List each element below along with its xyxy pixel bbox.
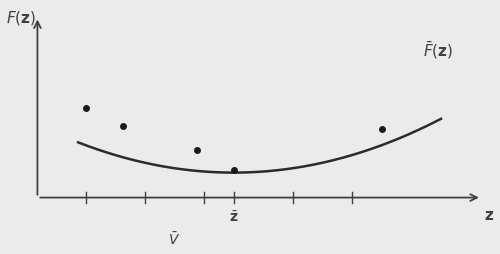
Text: $\bar{V}$: $\bar{V}$ <box>168 231 180 248</box>
Text: $\bar{\mathbf{z}}$: $\bar{\mathbf{z}}$ <box>229 210 238 225</box>
Text: $F(\mathbf{z})$: $F(\mathbf{z})$ <box>6 9 36 27</box>
Text: $\mathbf{z}$: $\mathbf{z}$ <box>484 209 494 223</box>
Text: $\bar{F}(\mathbf{z})$: $\bar{F}(\mathbf{z})$ <box>422 40 452 61</box>
